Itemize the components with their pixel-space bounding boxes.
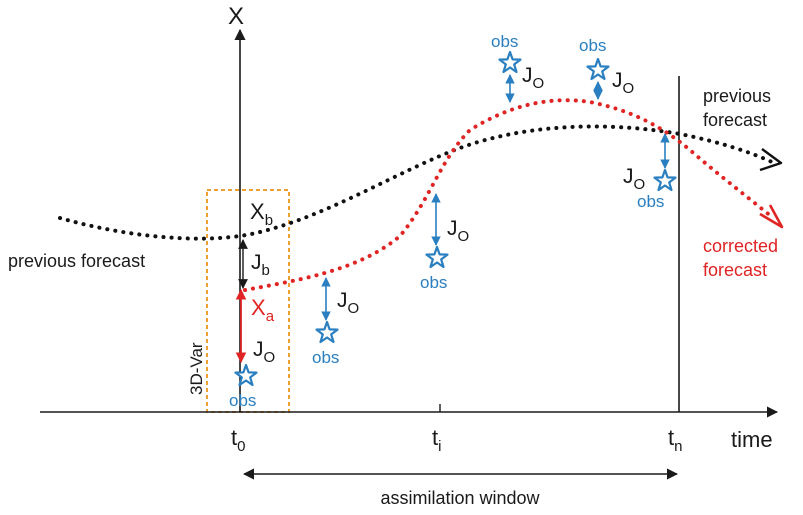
previous-forecast-curve <box>58 124 774 241</box>
corrected-forecast-label: corrected forecast <box>703 236 778 280</box>
obs-star-icon <box>425 245 449 269</box>
previous-forecast-label-left: previous forecast <box>8 251 145 271</box>
obs-star-icon <box>586 57 610 81</box>
previous-forecast-arrowhead <box>759 148 783 172</box>
x-axis-label: time <box>731 427 773 452</box>
jo-label: JO <box>612 69 634 97</box>
jo-label-t0: JO <box>253 338 275 366</box>
obs-star-icon <box>234 363 258 387</box>
jo-label: JO <box>447 217 469 245</box>
obs-star-icon <box>498 50 522 74</box>
tick-label-t0: t0 <box>231 425 245 455</box>
assimilation-window-label: assimilation window <box>380 488 540 508</box>
obs-label: obs <box>579 36 606 55</box>
obs-label: obs <box>420 273 447 292</box>
jo-label: JO <box>522 64 544 92</box>
obs-label: obs <box>491 32 518 51</box>
obs-label: obs <box>229 391 256 410</box>
previous-forecast-label-right: previous forecast <box>703 86 771 130</box>
obs-star-icon <box>653 168 677 192</box>
jo-label: JO <box>623 165 645 193</box>
corrected-forecast-arrowhead <box>759 204 784 229</box>
analysis-label: Xa <box>251 295 275 325</box>
y-axis-label: X <box>228 3 244 30</box>
jo-label: JO <box>337 289 359 317</box>
3dvar-label: 3D-Var <box>187 342 206 395</box>
tick-label-tn: tn <box>668 425 682 455</box>
obs-star-icon <box>315 320 339 344</box>
obs-label: obs <box>312 348 339 367</box>
jb-label: Jb <box>251 251 270 279</box>
background-label: Xb <box>250 199 273 229</box>
tick-label-ti: ti <box>432 425 441 455</box>
corrected-forecast-curve <box>243 98 774 292</box>
obs-label: obs <box>637 192 664 211</box>
